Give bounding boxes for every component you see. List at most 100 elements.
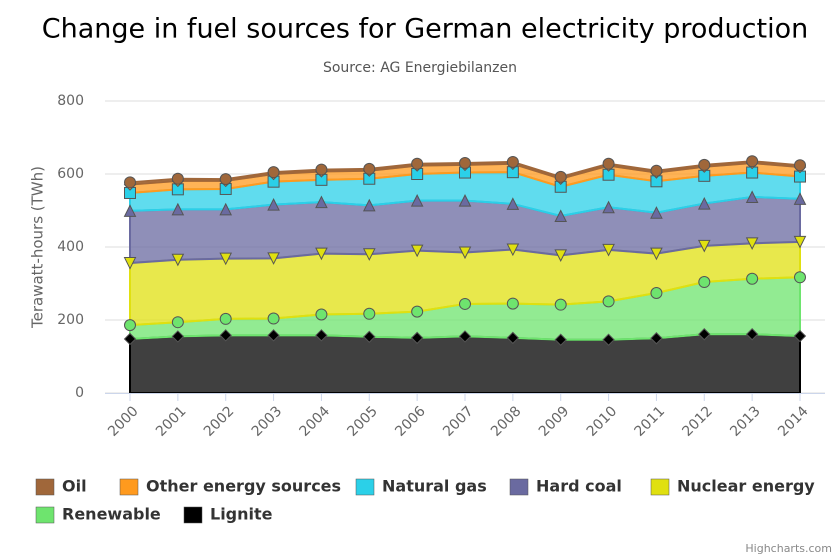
legend-label[interactable]: Nuclear energy (677, 477, 815, 496)
marker (267, 198, 280, 211)
marker (219, 329, 232, 342)
marker (219, 312, 232, 325)
marker (267, 166, 280, 179)
marker (745, 328, 759, 341)
marker (410, 194, 424, 207)
marker (650, 164, 663, 177)
marker (315, 308, 328, 321)
y-tick-label: 400 (57, 239, 84, 255)
marker (554, 298, 567, 311)
legend-swatch[interactable] (355, 478, 375, 496)
marker (315, 195, 328, 209)
marker (219, 252, 233, 266)
marker (171, 316, 184, 329)
marker (650, 332, 663, 345)
x-tick-label: 2008 (488, 403, 525, 440)
marker (554, 333, 567, 346)
marker (267, 329, 280, 342)
marker (410, 331, 424, 345)
marker (458, 330, 472, 343)
y-tick-label: 200 (57, 312, 84, 328)
marker (458, 194, 472, 207)
marker (793, 329, 807, 343)
x-tick-label: 2002 (201, 403, 238, 440)
legend-swatch[interactable] (650, 478, 670, 496)
marker (506, 331, 520, 345)
marker (794, 271, 806, 284)
x-tick-label: 2014 (775, 403, 812, 440)
marker (123, 257, 137, 270)
marker (793, 192, 807, 205)
marker (219, 202, 233, 216)
y-tick-label: 600 (57, 166, 84, 182)
marker (650, 206, 663, 219)
marker (219, 173, 232, 186)
marker (602, 200, 615, 214)
legend-label[interactable]: Hard coal (536, 477, 622, 496)
marker (411, 305, 424, 318)
marker (698, 276, 711, 289)
marker (602, 295, 615, 308)
chart-subtitle: Source: AG Energiebilanzen (323, 60, 517, 76)
marker (554, 209, 568, 222)
marker (123, 204, 137, 217)
x-tick-label: 2001 (153, 403, 190, 440)
marker (697, 196, 711, 210)
marker (506, 197, 520, 210)
marker (650, 247, 663, 261)
marker (171, 253, 185, 267)
legend-label[interactable]: Oil (62, 477, 87, 496)
marker (602, 333, 615, 346)
marker (698, 328, 711, 341)
marker (363, 307, 376, 320)
legend-swatch[interactable] (35, 506, 55, 524)
legend-label[interactable]: Other energy sources (146, 477, 341, 496)
x-tick-label: 2012 (679, 403, 716, 440)
x-tick-label: 2013 (727, 403, 764, 440)
legend-label[interactable]: Natural gas (382, 477, 487, 496)
marker (793, 235, 807, 249)
y-tick-label: 800 (57, 93, 84, 109)
legend-swatch[interactable] (509, 478, 529, 496)
x-tick-label: 2011 (632, 403, 669, 440)
marker (745, 237, 759, 250)
legend-label[interactable]: Lignite (210, 505, 273, 524)
x-tick-label: 2004 (297, 403, 334, 440)
x-tick-label: 2010 (584, 403, 621, 440)
x-tick-label: 2009 (536, 403, 573, 440)
y-tick-label: 0 (75, 385, 84, 401)
x-tick-label: 2003 (249, 403, 286, 440)
marker (554, 249, 568, 263)
legend-label[interactable]: Renewable (62, 505, 161, 524)
x-tick-label: 2005 (344, 403, 381, 440)
marker (745, 190, 759, 203)
marker (363, 330, 376, 343)
area (129, 333, 801, 394)
legend-swatch[interactable] (35, 478, 55, 496)
marker (697, 239, 711, 253)
markers (123, 155, 807, 346)
marker (506, 155, 519, 168)
legend-swatch[interactable] (119, 478, 139, 496)
marker (124, 319, 136, 332)
marker (410, 244, 424, 258)
marker (650, 286, 663, 299)
marker (458, 246, 472, 260)
chart-title: Change in fuel sources for German electr… (42, 14, 808, 45)
marker (124, 176, 136, 189)
marker (411, 157, 424, 170)
legend-swatch[interactable] (183, 506, 203, 524)
marker (506, 243, 520, 257)
x-tick-label: 2007 (440, 403, 477, 440)
marker (315, 163, 328, 176)
marker (315, 329, 328, 342)
marker (698, 158, 711, 171)
marker (362, 198, 376, 212)
marker (746, 272, 759, 285)
marker (171, 330, 185, 343)
marker (459, 297, 471, 310)
marker (506, 297, 519, 310)
marker (171, 172, 184, 185)
marker (363, 162, 376, 175)
